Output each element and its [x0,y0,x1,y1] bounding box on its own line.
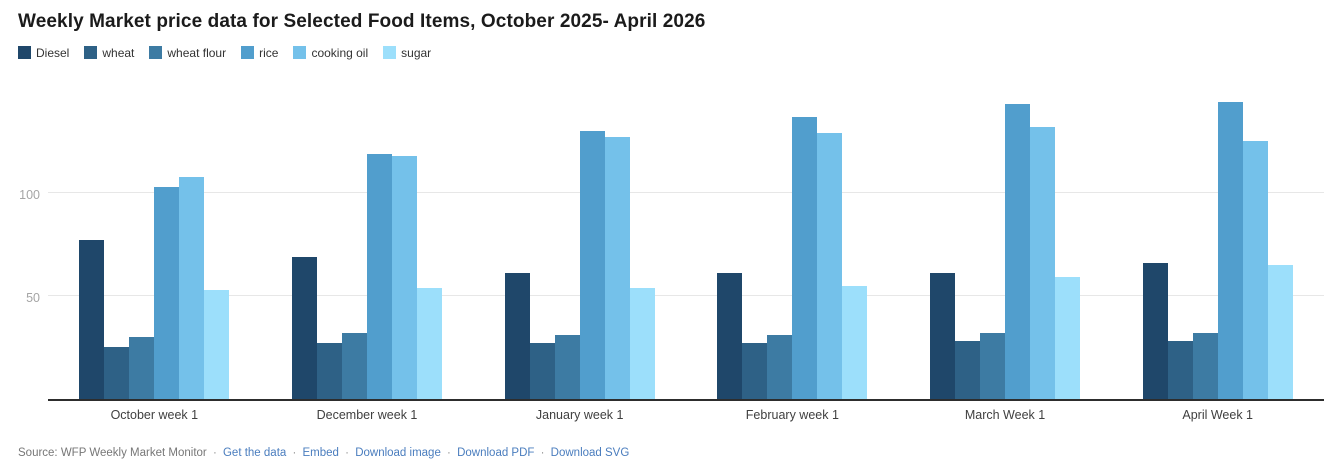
legend-label: cooking oil [311,45,369,60]
plot-area [48,75,1324,401]
footer-links: · Get the data · Embed · Download image … [207,447,630,459]
legend-item-wheat[interactable]: wheat [84,46,134,60]
bar-diesel [79,240,105,399]
x-axis-label: January week 1 [535,408,624,422]
bar-group-december-week-1 [261,75,474,399]
bar-cooking-oil [179,177,205,399]
chart-title: Weekly Market price data for Selected Fo… [18,11,706,32]
legend-label: rice [259,45,279,60]
bar-rice [154,187,180,399]
legend-swatch-icon [18,46,31,59]
bar-diesel [717,273,743,399]
bar-diesel [1142,263,1168,399]
bar-group-february-week-1 [686,75,899,399]
legend-swatch-icon [293,46,307,59]
legend-swatch-icon [84,46,98,59]
gridline-100 [48,192,1324,193]
bar-sugar [1055,277,1081,399]
get-the-data-link[interactable]: Get the data [222,447,287,459]
bar-cooking-oil [604,137,630,399]
bar-sugar [1267,265,1293,399]
bar-sugar [629,288,655,399]
legend: Diesel wheat wheat flour rice cooking oil sug… [18,44,1332,61]
bar-cooking-oil [1242,141,1268,399]
source-label: Source: WFP Weekly Market Monitor [18,447,207,459]
y-axis-tick-50: 50 [26,291,40,305]
legend-item-cooking-oil[interactable]: cooking oil [293,46,368,60]
bar-rice [1217,102,1243,399]
bar-wheat-flour [342,333,367,399]
chart-area: 100 50 [0,75,1332,401]
x-axis-label: February week 1 [745,408,839,422]
bar-diesel [930,273,956,399]
y-axis: 100 50 [0,75,48,401]
bar-rice [367,154,392,399]
embed-link[interactable]: Embed [302,447,339,459]
bar-wheat [104,347,130,399]
download-image-link[interactable]: Download image [355,447,441,459]
legend-label: wheat [102,45,135,60]
dot-separator: · [209,447,220,459]
bar-rice [579,131,605,399]
bar-group-march-week-1 [899,75,1112,399]
bar-wheat-flour [554,335,580,399]
bar-cooking-oil [1030,127,1056,399]
bar-sugar [417,288,442,399]
bar-wheat-flour [767,335,793,399]
y-axis-tick-100: 100 [19,188,40,202]
chart-page: Weekly Market price data for Selected Fo… [0,11,1332,459]
bar-sugar [204,290,230,399]
bar-rice [1005,104,1031,399]
bar-group-january-week-1 [473,75,686,399]
bar-wheat [317,343,342,399]
bar-wheat-flour [980,333,1006,399]
bar-group-april-week-1 [1111,75,1324,399]
bar-group-october-week-1 [48,75,261,399]
legend-label: wheat flour [167,45,227,60]
x-axis-labels: October week 1 December week 1 January wee… [48,401,1324,422]
legend-label: sugar [401,45,432,60]
download-pdf-link[interactable]: Download PDF [457,447,535,459]
bar-rice [792,117,818,399]
legend-item-sugar[interactable]: sugar [383,46,431,60]
legend-item-wheat-flour[interactable]: wheat flour [149,46,226,60]
bar-diesel [504,273,530,399]
legend-item-rice[interactable]: rice [241,46,278,60]
bar-sugar [842,286,868,399]
bar-cooking-oil [392,156,417,399]
footer: Source: WFP Weekly Market Monitor · Get … [18,447,629,459]
legend-swatch-icon [383,46,397,59]
bar-wheat [742,343,768,399]
dot-separator: · [341,447,353,459]
x-axis-label: December week 1 [316,408,418,422]
bar-diesel [292,257,317,399]
x-axis-label: March Week 1 [964,408,1046,422]
legend-swatch-icon [149,46,163,59]
x-axis-label: April Week 1 [1182,408,1254,422]
download-svg-link[interactable]: Download SVG [550,447,630,459]
x-axis-label: October week 1 [110,408,199,422]
legend-label: Diesel [36,45,70,60]
bar-wheat-flour [1192,333,1218,399]
dot-separator: · [537,447,548,459]
gridline-50 [48,295,1324,296]
bar-cooking-oil [817,133,843,399]
dot-separator: · [443,447,455,459]
bar-wheat [529,343,555,399]
legend-item-diesel[interactable]: Diesel [18,46,69,60]
bar-wheat [955,341,981,399]
bar-wheat-flour [129,337,155,399]
bar-wheat [1167,341,1193,399]
dot-separator: · [289,447,300,459]
legend-swatch-icon [241,46,255,59]
